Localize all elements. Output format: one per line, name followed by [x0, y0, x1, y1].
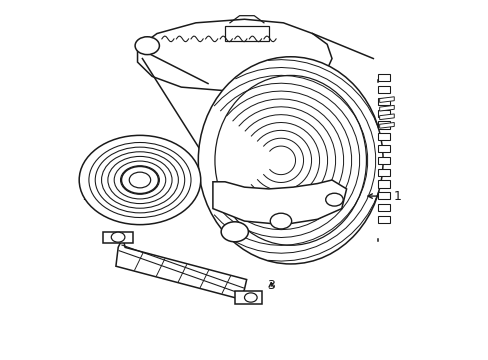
Polygon shape — [377, 180, 389, 188]
Text: 3: 3 — [267, 279, 275, 292]
Circle shape — [270, 213, 291, 229]
Polygon shape — [377, 86, 389, 93]
Polygon shape — [137, 19, 331, 91]
Ellipse shape — [198, 57, 382, 264]
Polygon shape — [379, 122, 393, 128]
Polygon shape — [377, 145, 389, 152]
Circle shape — [121, 166, 158, 194]
Polygon shape — [224, 26, 268, 41]
Circle shape — [135, 37, 159, 55]
Polygon shape — [377, 133, 389, 140]
Polygon shape — [377, 110, 389, 117]
Text: 2: 2 — [82, 190, 90, 203]
Polygon shape — [377, 216, 389, 223]
Polygon shape — [379, 97, 393, 103]
Polygon shape — [377, 204, 389, 211]
Polygon shape — [234, 291, 261, 304]
Circle shape — [79, 135, 201, 225]
Circle shape — [244, 293, 257, 302]
Polygon shape — [379, 114, 393, 120]
Text: 1: 1 — [393, 190, 401, 203]
Polygon shape — [377, 192, 389, 199]
Polygon shape — [103, 232, 132, 243]
Circle shape — [221, 222, 248, 242]
Circle shape — [111, 232, 124, 242]
Polygon shape — [377, 168, 389, 176]
Polygon shape — [379, 105, 393, 111]
Polygon shape — [212, 180, 346, 225]
Polygon shape — [377, 98, 389, 105]
Circle shape — [129, 172, 150, 188]
Polygon shape — [116, 238, 246, 299]
Circle shape — [325, 193, 343, 206]
Polygon shape — [377, 74, 389, 81]
Polygon shape — [377, 157, 389, 164]
Polygon shape — [377, 121, 389, 129]
